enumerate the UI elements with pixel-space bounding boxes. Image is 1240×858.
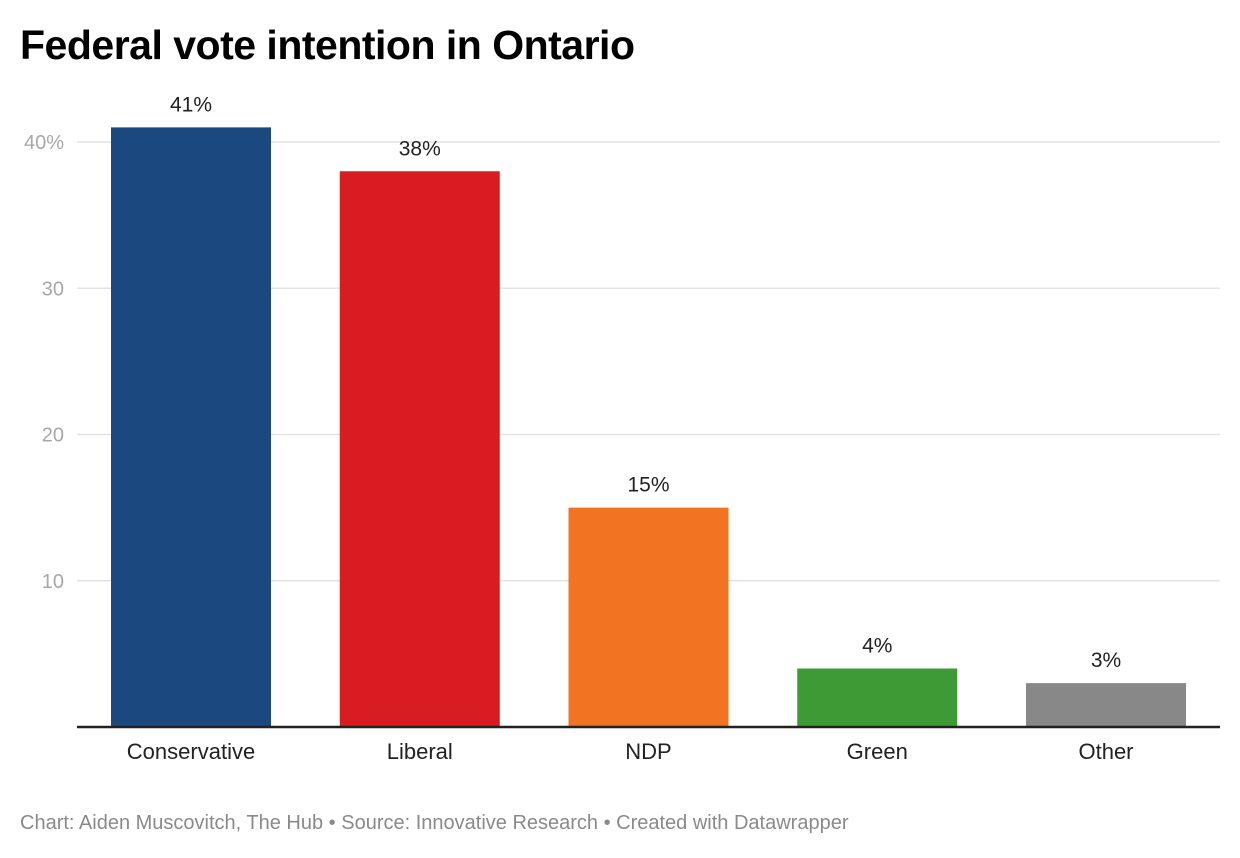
bar-ndp bbox=[568, 507, 729, 727]
bar-conservative bbox=[111, 127, 271, 727]
y-tick-label: 10 bbox=[42, 571, 64, 593]
y-tick-label: 20 bbox=[42, 425, 64, 447]
x-tick-label: Other bbox=[1078, 739, 1133, 764]
x-tick-label: Conservative bbox=[127, 739, 255, 764]
bar-other bbox=[1026, 683, 1186, 727]
y-tick-label: 30 bbox=[42, 278, 64, 300]
x-tick-label: NDP bbox=[625, 739, 671, 764]
chart-title: Federal vote intention in Ontario bbox=[20, 22, 635, 68]
data-label: 15% bbox=[627, 474, 669, 497]
x-tick-label: Green bbox=[847, 739, 908, 764]
bar-green bbox=[797, 668, 958, 727]
x-tick-label: Liberal bbox=[387, 739, 453, 764]
y-tick-label: 40% bbox=[24, 132, 64, 154]
data-label: 4% bbox=[862, 635, 892, 658]
bar-liberal bbox=[339, 171, 500, 727]
chart-footer: Chart: Aiden Muscovitch, The Hub • Sourc… bbox=[20, 812, 849, 834]
data-label: 38% bbox=[399, 137, 441, 160]
data-label: 41% bbox=[170, 93, 212, 116]
data-label: 3% bbox=[1091, 649, 1121, 672]
